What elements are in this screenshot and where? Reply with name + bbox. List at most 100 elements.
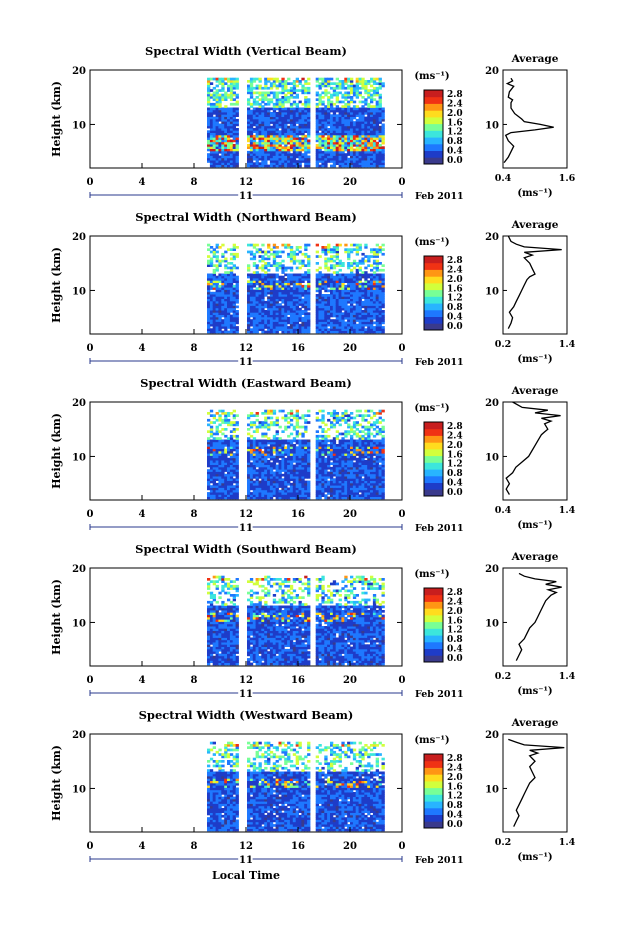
- heatmap-cell: [381, 326, 385, 329]
- heatmap-cell: [261, 453, 265, 456]
- heatmap-cell: [258, 248, 262, 251]
- heatmap-cell: [224, 137, 228, 140]
- heatmap-cell: [255, 323, 259, 327]
- heatmap-cell: [307, 262, 311, 265]
- heatmap-cell: [284, 291, 288, 295]
- heatmap-cell: [344, 305, 348, 309]
- heatmap-cell: [269, 287, 274, 290]
- heatmap-cell: [267, 453, 271, 456]
- heatmap-cell: [221, 82, 225, 85]
- heatmap-cell: [341, 314, 345, 318]
- heatmap-cell: [235, 246, 239, 249]
- heatmap-cell: [267, 478, 271, 481]
- heatmap-cell: [224, 448, 228, 452]
- heatmap-cell: [367, 153, 371, 156]
- heatmap-cell: [209, 448, 214, 452]
- heatmap-cell: [375, 105, 379, 108]
- heatmap-cell: [295, 121, 299, 124]
- heatmap-cell: [247, 275, 251, 279]
- heatmap-cell: [307, 146, 311, 149]
- heatmap-cell: [318, 275, 322, 279]
- heatmap-cell: [261, 155, 265, 159]
- heatmap-cell: [364, 273, 368, 277]
- heatmap-cell: [287, 466, 291, 470]
- heatmap-cell: [209, 128, 214, 131]
- heatmap-cell: [321, 462, 325, 465]
- heatmap-cell: [307, 282, 311, 286]
- heatmap-cell: [215, 492, 219, 495]
- heatmap-cell: [327, 257, 331, 261]
- heatmap-cell: [272, 314, 277, 318]
- heatmap-cell: [267, 321, 271, 325]
- heatmap-cell: [261, 112, 265, 115]
- heatmap-cell: [221, 444, 225, 447]
- heatmap-cell: [227, 471, 231, 475]
- heatmap-cell: [304, 492, 308, 495]
- heatmap-cell: [221, 275, 225, 279]
- heatmap-cell: [252, 150, 257, 154]
- heatmap-cell: [281, 86, 285, 90]
- heatmap-cell: [224, 280, 228, 283]
- heatmap-cell: [341, 162, 345, 165]
- heatmap-cell: [209, 480, 214, 484]
- heatmap-cell: [372, 130, 377, 133]
- heatmap-cell: [252, 446, 257, 449]
- heatmap-cell: [258, 105, 262, 108]
- heatmap-cell: [301, 128, 305, 131]
- heatmap-cell: [207, 278, 211, 281]
- heatmap-cell: [261, 287, 265, 290]
- heatmap-cell: [227, 414, 231, 417]
- heatmap-cell: [324, 148, 328, 152]
- heatmap-cell: [229, 130, 234, 133]
- heatmap-cell: [378, 246, 382, 249]
- heatmap-cell: [278, 262, 282, 265]
- heatmap-cell: [218, 469, 222, 472]
- heatmap-cell: [281, 148, 285, 152]
- heatmap-cell: [301, 86, 305, 90]
- colorbar-tick-label: 1.2: [447, 294, 463, 304]
- heatmap-cell: [275, 268, 279, 272]
- heatmap-cell: [255, 492, 259, 495]
- heatmap-cell: [315, 476, 319, 479]
- heatmap-cell: [370, 326, 374, 329]
- heatmap-cell: [332, 296, 337, 299]
- heatmap-cell: [341, 114, 345, 117]
- heatmap-cell: [358, 86, 362, 90]
- heatmap-cell: [375, 91, 379, 95]
- heatmap-cell: [355, 284, 359, 288]
- heatmap-cell: [269, 150, 274, 154]
- heatmap-cell: [252, 146, 257, 149]
- heatmap-cell: [235, 414, 239, 417]
- heatmap-cell: [370, 125, 374, 129]
- heatmap-cell: [332, 462, 337, 465]
- heatmap-cell: [335, 153, 339, 156]
- heatmap-cell: [227, 478, 231, 481]
- heatmap-cell: [378, 328, 382, 331]
- heatmap-cell: [287, 319, 291, 322]
- heatmap-cell: [227, 109, 231, 113]
- heatmap-cell: [292, 162, 297, 165]
- heatmap-cell: [361, 296, 365, 299]
- heatmap-cell: [209, 130, 214, 133]
- heatmap-cell: [375, 300, 379, 304]
- heatmap-cell: [212, 150, 216, 154]
- heatmap-cell: [207, 98, 211, 101]
- heatmap-cell: [344, 128, 348, 131]
- heatmap-cell: [364, 312, 368, 315]
- heatmap-cell: [224, 284, 228, 288]
- heatmap-cell: [352, 86, 357, 90]
- heatmap-cell: [261, 412, 265, 415]
- heatmap-cell: [218, 326, 222, 329]
- heatmap-cell: [221, 330, 225, 334]
- heatmap-cell: [284, 98, 288, 101]
- colorbar-segment: [424, 262, 443, 270]
- heatmap-cell: [224, 114, 228, 117]
- heatmap-cell: [355, 252, 359, 256]
- heatmap-cell: [289, 476, 294, 479]
- heatmap-cell: [332, 155, 337, 159]
- heatmap-cell: [272, 328, 277, 331]
- heatmap-cell: [264, 289, 268, 293]
- heatmap-cell: [218, 105, 222, 108]
- heatmap-cell: [287, 278, 291, 281]
- heatmap-cell: [350, 303, 354, 306]
